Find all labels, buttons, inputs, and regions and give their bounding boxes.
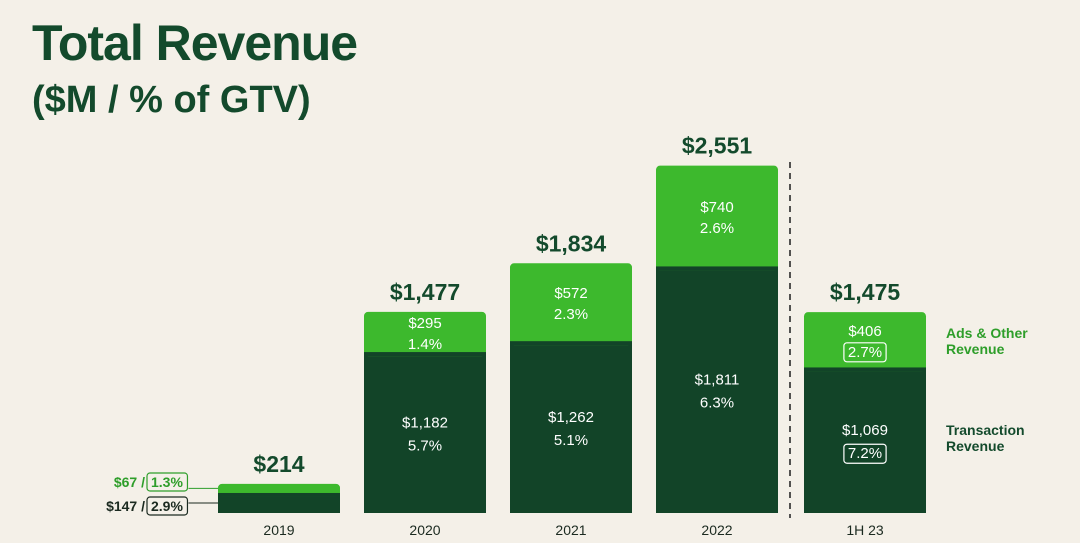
ads-value-label-0: $67 / <box>114 474 145 490</box>
transaction-pct-label-2: 5.1% <box>554 432 588 449</box>
ads-pct-label-2: 2.3% <box>554 306 588 323</box>
ads-pct-label-1: 1.4% <box>408 336 442 353</box>
legend-transaction-line-2: Revenue <box>946 438 1005 454</box>
bar-transaction-0 <box>218 492 340 513</box>
bar-transaction-4 <box>804 367 926 513</box>
ads-pct-label-4: 2.7% <box>848 344 882 361</box>
bar-ads-3 <box>656 165 778 271</box>
transaction-value-label-0: $147 / <box>106 498 145 514</box>
bar-transaction-2 <box>510 341 632 513</box>
ads-pct-label-4-box <box>843 342 887 363</box>
transaction-value-label-3: $1,811 <box>695 372 740 389</box>
bar-ads-1 <box>364 311 486 357</box>
transaction-pct-label-0: 2.9% <box>151 498 183 514</box>
bar-transaction-cap-2 <box>510 341 632 346</box>
ads-value-label-3: $740 <box>700 199 733 216</box>
transaction-pct-label-3: 6.3% <box>700 395 734 412</box>
legend-ads-line-2: Revenue <box>946 341 1005 357</box>
total-label-2: $1,834 <box>536 230 607 256</box>
category-label-4: 1H 23 <box>846 522 884 538</box>
category-label-2: 2021 <box>555 522 586 538</box>
legend-transaction-line-1: Transaction <box>946 422 1025 438</box>
ads-value-label-2: $572 <box>554 285 587 302</box>
category-label-0: 2019 <box>263 522 294 538</box>
ads-pct-label-0-box <box>146 472 189 492</box>
bar-transaction-cap-4 <box>804 367 926 372</box>
transaction-value-label-2: $1,262 <box>548 409 594 426</box>
transaction-pct-label-4: 7.2% <box>848 445 882 462</box>
total-label-0: $214 <box>253 451 304 477</box>
ads-pct-label-0: 1.3% <box>151 474 183 490</box>
legend-ads-line-1: Ads & Other <box>946 325 1028 341</box>
bar-ads-2 <box>510 263 632 346</box>
category-label-1: 2020 <box>409 522 440 538</box>
total-label-4: $1,475 <box>830 279 901 305</box>
chart-subtitle: ($M / % of GTV) <box>32 79 311 121</box>
category-label-3: 2022 <box>701 522 732 538</box>
transaction-pct-label-0-box <box>146 496 189 516</box>
transaction-value-label-1: $1,182 <box>402 415 448 432</box>
transaction-pct-label-1: 5.7% <box>408 438 442 455</box>
bar-transaction-cap-1 <box>364 352 486 357</box>
total-label-1: $1,477 <box>390 279 460 305</box>
bar-ads-4 <box>804 312 926 372</box>
transaction-pct-label-4-box <box>843 443 887 464</box>
total-label-3: $2,551 <box>682 133 753 159</box>
ads-pct-label-3: 2.6% <box>700 220 734 237</box>
chart-title: Total Revenue <box>32 15 358 71</box>
bar-transaction-1 <box>364 352 486 513</box>
bar-transaction-cap-3 <box>656 266 778 271</box>
transaction-value-label-4: $1,069 <box>842 422 888 439</box>
ads-value-label-4: $406 <box>848 323 881 340</box>
ads-value-label-1: $295 <box>408 315 441 332</box>
bar-transaction-3 <box>656 266 778 513</box>
bar-transaction-cap-0 <box>218 492 340 497</box>
